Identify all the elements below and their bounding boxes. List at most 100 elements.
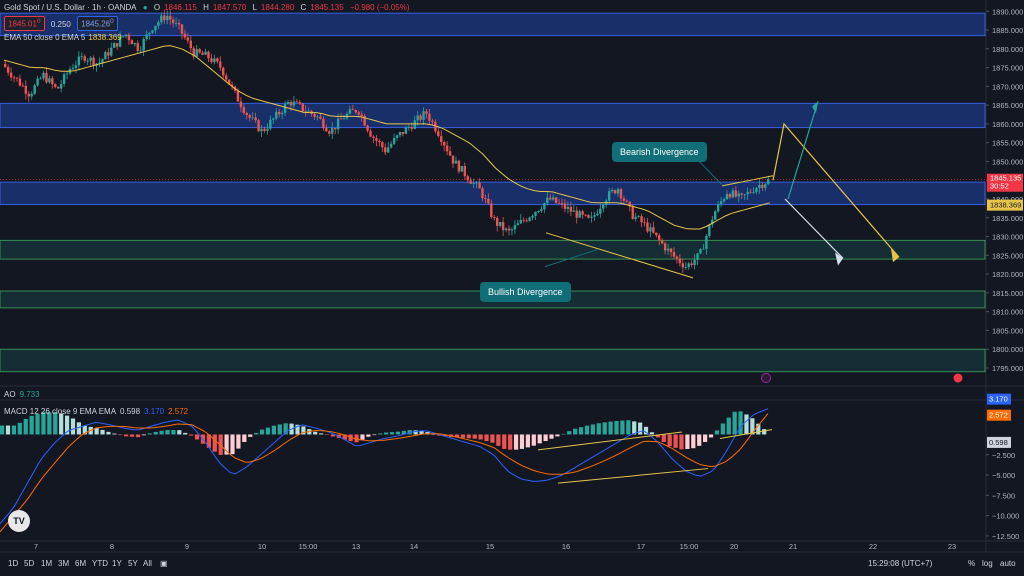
candle-body — [672, 251, 676, 257]
macd-histogram-bar — [643, 426, 649, 435]
candle-body — [746, 191, 749, 195]
candle-body — [660, 240, 664, 244]
candle-body — [543, 203, 546, 210]
macd-histogram-bar — [472, 434, 477, 439]
projection-arrowhead-white — [835, 252, 843, 266]
candle-body — [30, 93, 33, 97]
price-tick-label: 1805.000 — [992, 326, 1023, 335]
candle-body — [490, 203, 493, 218]
candle-body — [210, 58, 213, 63]
time-tick-label: 10 — [258, 542, 266, 551]
candle-body — [655, 232, 658, 236]
candle-body — [292, 101, 296, 106]
clock[interactable]: 15:29:08 (UTC+7) — [868, 559, 933, 568]
timeframe-ytd[interactable]: YTD — [92, 559, 108, 568]
candle-body — [104, 52, 107, 60]
macd-histogram-bar — [661, 434, 666, 443]
candle-body — [466, 176, 469, 181]
candle-body — [392, 137, 396, 144]
macd-legend[interactable]: MACD 12 26 close 9 EMA EMA 0.598 3.170 2.57… — [4, 407, 188, 416]
candle-body — [513, 225, 517, 230]
bullish-divergence-callout[interactable]: Bullish Divergence — [480, 282, 571, 302]
candle-body — [295, 101, 299, 103]
candle-body — [569, 206, 573, 212]
price-tick-label: 1800.000 — [992, 345, 1023, 354]
auto-toggle[interactable]: auto — [1000, 559, 1016, 568]
macd-histogram-bar — [756, 423, 761, 435]
bearish-divergence-callout[interactable]: Bearish Divergence — [612, 142, 707, 162]
candle-body — [236, 90, 240, 102]
candle-body — [631, 206, 634, 219]
candle-body — [183, 33, 187, 38]
ao-legend[interactable]: AO 9.733 — [4, 390, 40, 399]
candle-body — [537, 210, 540, 212]
timeframe-all[interactable]: All — [143, 559, 152, 568]
macd-histogram-bar — [141, 434, 146, 436]
price-tick-label: 1820.000 — [992, 270, 1023, 279]
candle-body — [331, 128, 334, 134]
candle-body — [145, 34, 148, 40]
macd-histogram-bar — [454, 434, 460, 438]
log-toggle[interactable]: log — [982, 559, 993, 568]
candle-body — [652, 227, 655, 233]
candle-body — [286, 102, 290, 105]
macd-histogram-bar — [112, 433, 117, 435]
timeframe-6m[interactable]: 6M — [75, 559, 87, 568]
macd-histogram-bar — [212, 434, 217, 452]
zone-4 — [0, 239, 986, 260]
timeframe-1y[interactable]: 1Y — [112, 559, 122, 568]
timeframe-1d[interactable]: 1D — [8, 559, 19, 568]
macd-histogram-bar — [537, 434, 542, 444]
timeframe-3m[interactable]: 3M — [58, 559, 70, 568]
candle-body — [616, 189, 620, 194]
date-range-icon[interactable]: ▣ — [160, 559, 168, 568]
percent-toggle[interactable]: % — [968, 559, 976, 568]
buy-button[interactable]: 1845.260 — [77, 16, 118, 31]
macd-histogram-bar — [401, 430, 406, 435]
candle-body — [442, 142, 446, 146]
timeframe-1m[interactable]: 1M — [41, 559, 53, 568]
candle-body — [54, 84, 57, 87]
candle-body — [416, 115, 419, 121]
candle-body — [764, 184, 767, 188]
price-tick-label: 1830.000 — [992, 233, 1023, 242]
candle-body — [431, 120, 434, 122]
price-tick-label: 1865.000 — [992, 101, 1023, 110]
candle-body — [752, 192, 755, 194]
candle-body — [322, 118, 325, 129]
candle-body — [401, 131, 405, 134]
candle-body — [136, 43, 139, 51]
candle-body — [328, 131, 331, 134]
candle-body — [504, 228, 508, 231]
ema-label: EMA 50 close 0 EMA 5 — [4, 33, 86, 42]
price-tick-label: 1880.000 — [992, 45, 1023, 54]
time-tick-label: 23 — [948, 542, 956, 551]
ema-legend[interactable]: EMA 50 close 0 EMA 5 1838.369 — [4, 33, 122, 42]
candle-body — [640, 216, 643, 223]
candle-body — [21, 85, 25, 87]
macd-histogram-bar — [638, 422, 643, 435]
candle-body — [572, 210, 576, 212]
candle-body — [711, 219, 714, 225]
timeframe-5d[interactable]: 5D — [24, 559, 35, 568]
candle-body — [354, 110, 357, 113]
macd-histogram-bar — [135, 434, 141, 438]
price-tick-label: 1855.000 — [992, 139, 1023, 148]
candle-body — [705, 235, 708, 249]
candle-body — [395, 135, 399, 138]
macd-tick-label: −5.000 — [992, 471, 1015, 480]
signal-line — [0, 413, 769, 533]
candle-body — [481, 188, 484, 199]
candle-body — [248, 115, 251, 118]
price-tick-label: 1835.000 — [992, 214, 1023, 223]
candle-body — [487, 198, 490, 204]
sell-button[interactable]: 1845.010 — [4, 16, 45, 31]
price-tick-label: 1860.000 — [992, 120, 1023, 129]
timeframe-5y[interactable]: 5Y — [128, 559, 138, 568]
price-tick-label: 1840.000 — [992, 195, 1023, 204]
symbol-title[interactable]: Gold Spot / U.S. Dollar · 1h · OANDA — [4, 3, 137, 12]
candle-body — [171, 19, 175, 24]
tradingview-logo[interactable]: TV — [8, 510, 30, 532]
macd-histogram-bar — [602, 422, 607, 435]
